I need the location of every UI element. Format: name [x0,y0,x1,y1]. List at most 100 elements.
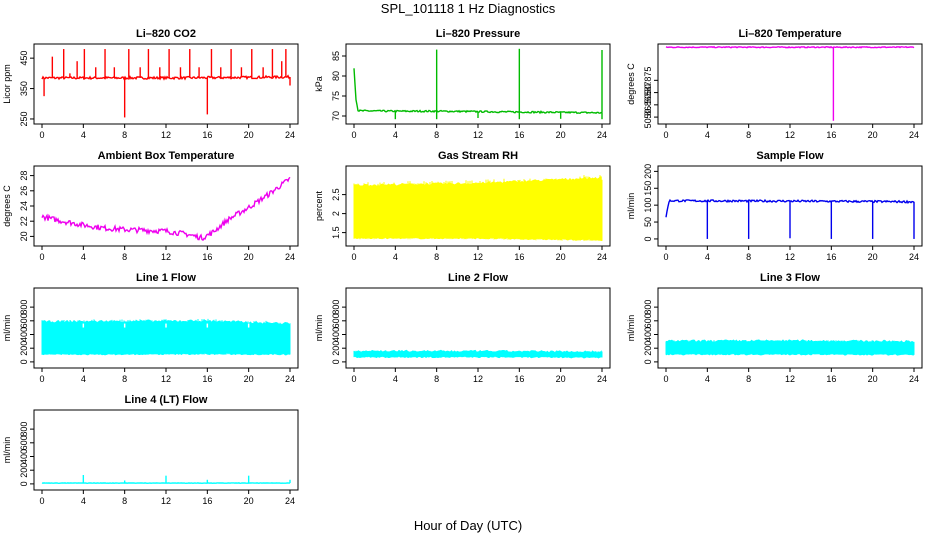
panel-5-xtick-label: 20 [556,252,566,262]
panel-10-xtick-label: 0 [39,496,44,506]
panel-9-ytick-label: 0 [643,359,653,364]
panel-4-xtick-label: 4 [81,252,86,262]
panel-9-xtick-label: 8 [746,374,751,384]
panel-4-ytick-label: 28 [19,171,29,181]
panel-10-data [41,474,291,485]
panel-2-xtick-label: 24 [597,130,607,140]
panel-10-ytick-label: 200 [19,463,29,478]
panel-8-xtick-label: 20 [556,374,566,384]
panel-6-ytick-label: 100 [643,198,653,213]
panel-5-xtick-label: 16 [514,252,524,262]
panel-9-ylabel: ml/min [626,315,636,342]
panel-1-frame [33,43,299,125]
panel-5-xtick-label: 0 [351,252,356,262]
panel-7-xtick-label: 4 [81,374,86,384]
panel-10-ytick-label: 400 [19,449,29,464]
panel-2-ylabel: kPa [314,76,324,92]
panel-5-xtick-label: 24 [597,252,607,262]
panel-6-ytick-label: 200 [643,164,653,179]
panel-4-title: Ambient Box Temperature [98,150,235,162]
panel-3-xtick-label: 8 [746,130,751,140]
panel-1-xtick-label: 20 [244,130,254,140]
panel-7-ylabel: ml/min [2,315,12,342]
panel-3-xtick-label: 0 [663,130,668,140]
panel-5-xtick-label: 12 [473,252,483,262]
panel-8-ytick-label: 0 [331,359,341,364]
panel-10-xtick-label: 8 [122,496,127,506]
panel-4-ytick-label: 26 [19,186,29,196]
panel-7-ytick-label: 0 [19,359,29,364]
panel-9-title: Line 3 Flow [760,272,820,284]
panel-8-ytick-label: 200 [331,341,341,356]
panel-2-ytick-label: 75 [331,91,341,101]
panel-4-data [41,176,291,242]
panel-4-series [41,176,291,242]
panel-6-ylabel: ml/min [626,193,636,220]
panel-2-data [353,48,603,120]
panel-5-ytick-label: 2.5 [331,188,341,201]
panel-9-xtick-label: 12 [785,374,795,384]
panel-2: Li–820 Pressure 0 4 8 12 16 20 24 70 75 80 85 kPa [314,28,611,140]
panel-6-data [665,198,915,239]
panel-3-xtick-label: 4 [705,130,710,140]
panel-1-ytick-label: 250 [19,111,29,126]
panel-7-ytick-label: 800 [19,300,29,315]
panel-5-ytick-label: 2 [331,211,341,216]
panel-5-data [353,175,603,242]
x-axis-title: Hour of Day (UTC) [413,518,523,533]
figure-title: SPL_101118 1 Hz Diagnostics [380,1,556,16]
panel-8-xtick-label: 16 [514,374,524,384]
panel-7-xtick-label: 8 [122,374,127,384]
panel-10-xtick-label: 12 [161,496,171,506]
panel-9-ytick-label: 200 [643,341,653,356]
panel-8-ytick-label: 600 [331,313,341,328]
panel-6: Sample Flow 0 4 8 12 16 20 24 0 50 100 150 200 ml/min [626,150,923,262]
panel-10-title: Line 4 (LT) Flow [125,394,208,406]
panel-8-ytick-label: 800 [331,300,341,315]
panel-9-ytick-label: 800 [643,300,653,315]
panel-5-ylabel: percent [314,190,324,221]
panel-4-xtick-label: 24 [285,252,295,262]
panel-7-ytick-label: 600 [19,313,29,328]
panel-5-xtick-label: 4 [393,252,398,262]
panel-3-frame [657,43,923,125]
panel-3-xtick-label: 20 [868,130,878,140]
panel-2-xtick-label: 16 [514,130,524,140]
panel-10-ytick-label: 600 [19,435,29,450]
panel-4-ytick-label: 24 [19,201,29,211]
panel-1-xtick-label: 12 [161,130,171,140]
panel-7-xtick-label: 12 [161,374,171,384]
panel-4-ytick-label: 22 [19,216,29,226]
panel-4: Ambient Box Temperature 0 4 8 12 16 20 24 20 22 24… [2,150,299,262]
panel-10-ylabel: ml/min [2,437,12,464]
panel-8-xtick-label: 12 [473,374,483,384]
panel-4-xtick-label: 0 [39,252,44,262]
panel-9-xtick-label: 16 [826,374,836,384]
panel-6-ytick-label: 50 [643,217,653,227]
panel-7-xtick-label: 24 [285,374,295,384]
panel-2-xtick-label: 20 [556,130,566,140]
panel-7-xtick-label: 0 [39,374,44,384]
panel-5-ytick-label: 1.5 [331,226,341,239]
panel-1-series [41,74,291,81]
panel-3-xtick-label: 16 [826,130,836,140]
panel-8-ylabel: ml/min [314,315,324,342]
panel-6-xtick-label: 4 [705,252,710,262]
panel-10-ytick-label: 800 [19,422,29,437]
panel-10: Line 4 (LT) Flow 0 4 8 12 16 20 24 0 200400600800… [2,394,299,506]
panel-4-frame [33,165,299,247]
panel-8-xtick-label: 8 [434,374,439,384]
panel-6-ytick-label: 0 [643,236,653,241]
panel-1-data [41,49,291,118]
panel-4-ytick-label: 20 [19,231,29,241]
panel-3-ytick-label: 50.87 [643,81,653,104]
panel-8-title: Line 2 Flow [448,272,508,284]
panel-9-ytick-label: 600 [643,313,653,328]
panel-9-xtick-label: 0 [663,374,668,384]
panel-9-frame [657,287,923,369]
panel-2-title: Li–820 Pressure [436,28,520,40]
panel-2-xtick-label: 12 [473,130,483,140]
